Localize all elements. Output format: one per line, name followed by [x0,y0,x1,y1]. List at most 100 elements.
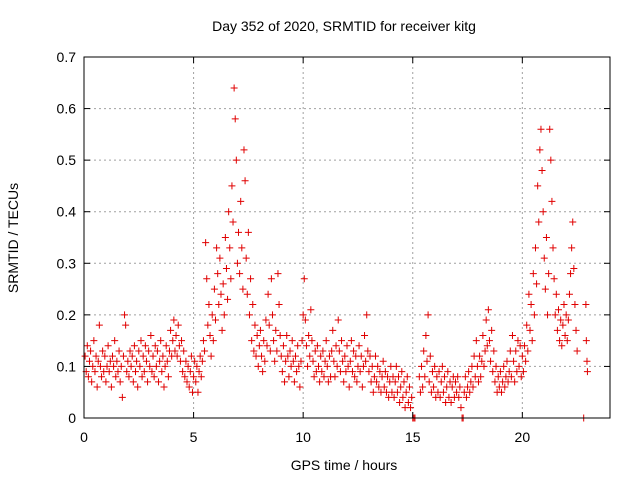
data-point [94,357,102,365]
data-point [162,342,170,350]
data-point [161,362,169,370]
data-point [296,383,304,391]
data-point [550,275,558,283]
data-point [503,357,511,365]
data-point [397,383,405,391]
data-point [283,331,291,339]
data-point [102,378,110,386]
data-point [426,352,434,360]
data-point [262,316,270,324]
data-point [545,270,553,278]
data-point [374,362,382,370]
x-axis-label: GPS time / hours [291,457,398,473]
data-point [500,362,508,370]
data-point [160,383,168,391]
data-point [309,357,317,365]
axis-ticks: 0 0.1 0.2 0.3 0.4 0.5 0.6 0.7 0 5 10 15 20 [57,49,610,445]
data-point [198,357,206,365]
data-point [491,378,499,386]
data-point [124,357,132,365]
data-point [512,347,520,355]
data-point [364,347,372,355]
data-point [273,347,281,355]
data-point [136,362,144,370]
data-point [583,368,591,376]
data-point [81,352,89,360]
data-point [317,352,325,360]
data-point [431,362,439,370]
data-point [142,357,150,365]
data-point [518,352,526,360]
data-point [147,331,155,339]
data-point [568,244,576,252]
x-tick-label: 15 [405,429,421,445]
data-point [310,373,318,381]
data-point [435,368,443,376]
data-point [347,337,355,345]
data-point [340,378,348,386]
data-point [121,311,129,319]
data-point [139,352,147,360]
data-point [157,337,165,345]
data-point [238,244,246,252]
data-point [487,357,495,365]
data-point [399,393,407,401]
data-point [89,362,97,370]
data-point [266,347,274,355]
data-point [344,362,352,370]
data-point [83,342,91,350]
data-point [207,352,215,360]
data-point [447,399,455,407]
data-point [526,326,534,334]
data-point [551,311,559,319]
data-point [274,270,282,278]
data-point [183,378,191,386]
y-axis-label: SRMTID / TECUs [5,183,21,293]
data-point [561,331,569,339]
y-tick-label: 0.2 [57,307,77,323]
data-point [259,368,267,376]
data-point [552,290,560,298]
data-point [116,378,124,386]
data-point [201,347,209,355]
data-point [455,393,463,401]
data-point [253,331,261,339]
data-point [215,301,223,309]
data-point [466,388,474,396]
data-point [507,373,515,381]
data-point [569,218,577,226]
data-point [444,368,452,376]
data-point [441,373,449,381]
data-point [558,342,566,350]
data-point [250,347,258,355]
data-point [325,352,333,360]
data-point [424,311,432,319]
data-point [227,275,235,283]
data-point [249,301,257,309]
data-point [91,368,99,376]
data-point [282,357,290,365]
data-point [320,373,328,381]
data-point [186,368,194,376]
data-point [535,218,543,226]
data-point [295,362,303,370]
data-point [173,352,181,360]
data-point [111,337,119,345]
data-point [392,362,400,370]
data-point [231,115,239,123]
data-point [153,347,161,355]
data-point [197,373,205,381]
data-point [549,244,557,252]
data-point [240,146,248,154]
data-point [475,378,482,386]
data-point [235,228,243,236]
data-point [247,275,255,283]
data-point [210,285,218,293]
data-point [484,306,492,314]
y-tick-label: 0.3 [57,255,77,271]
data-point [212,316,219,324]
data-point [564,316,572,324]
data-point [237,197,245,205]
data-point [528,337,536,345]
data-point [461,373,469,381]
